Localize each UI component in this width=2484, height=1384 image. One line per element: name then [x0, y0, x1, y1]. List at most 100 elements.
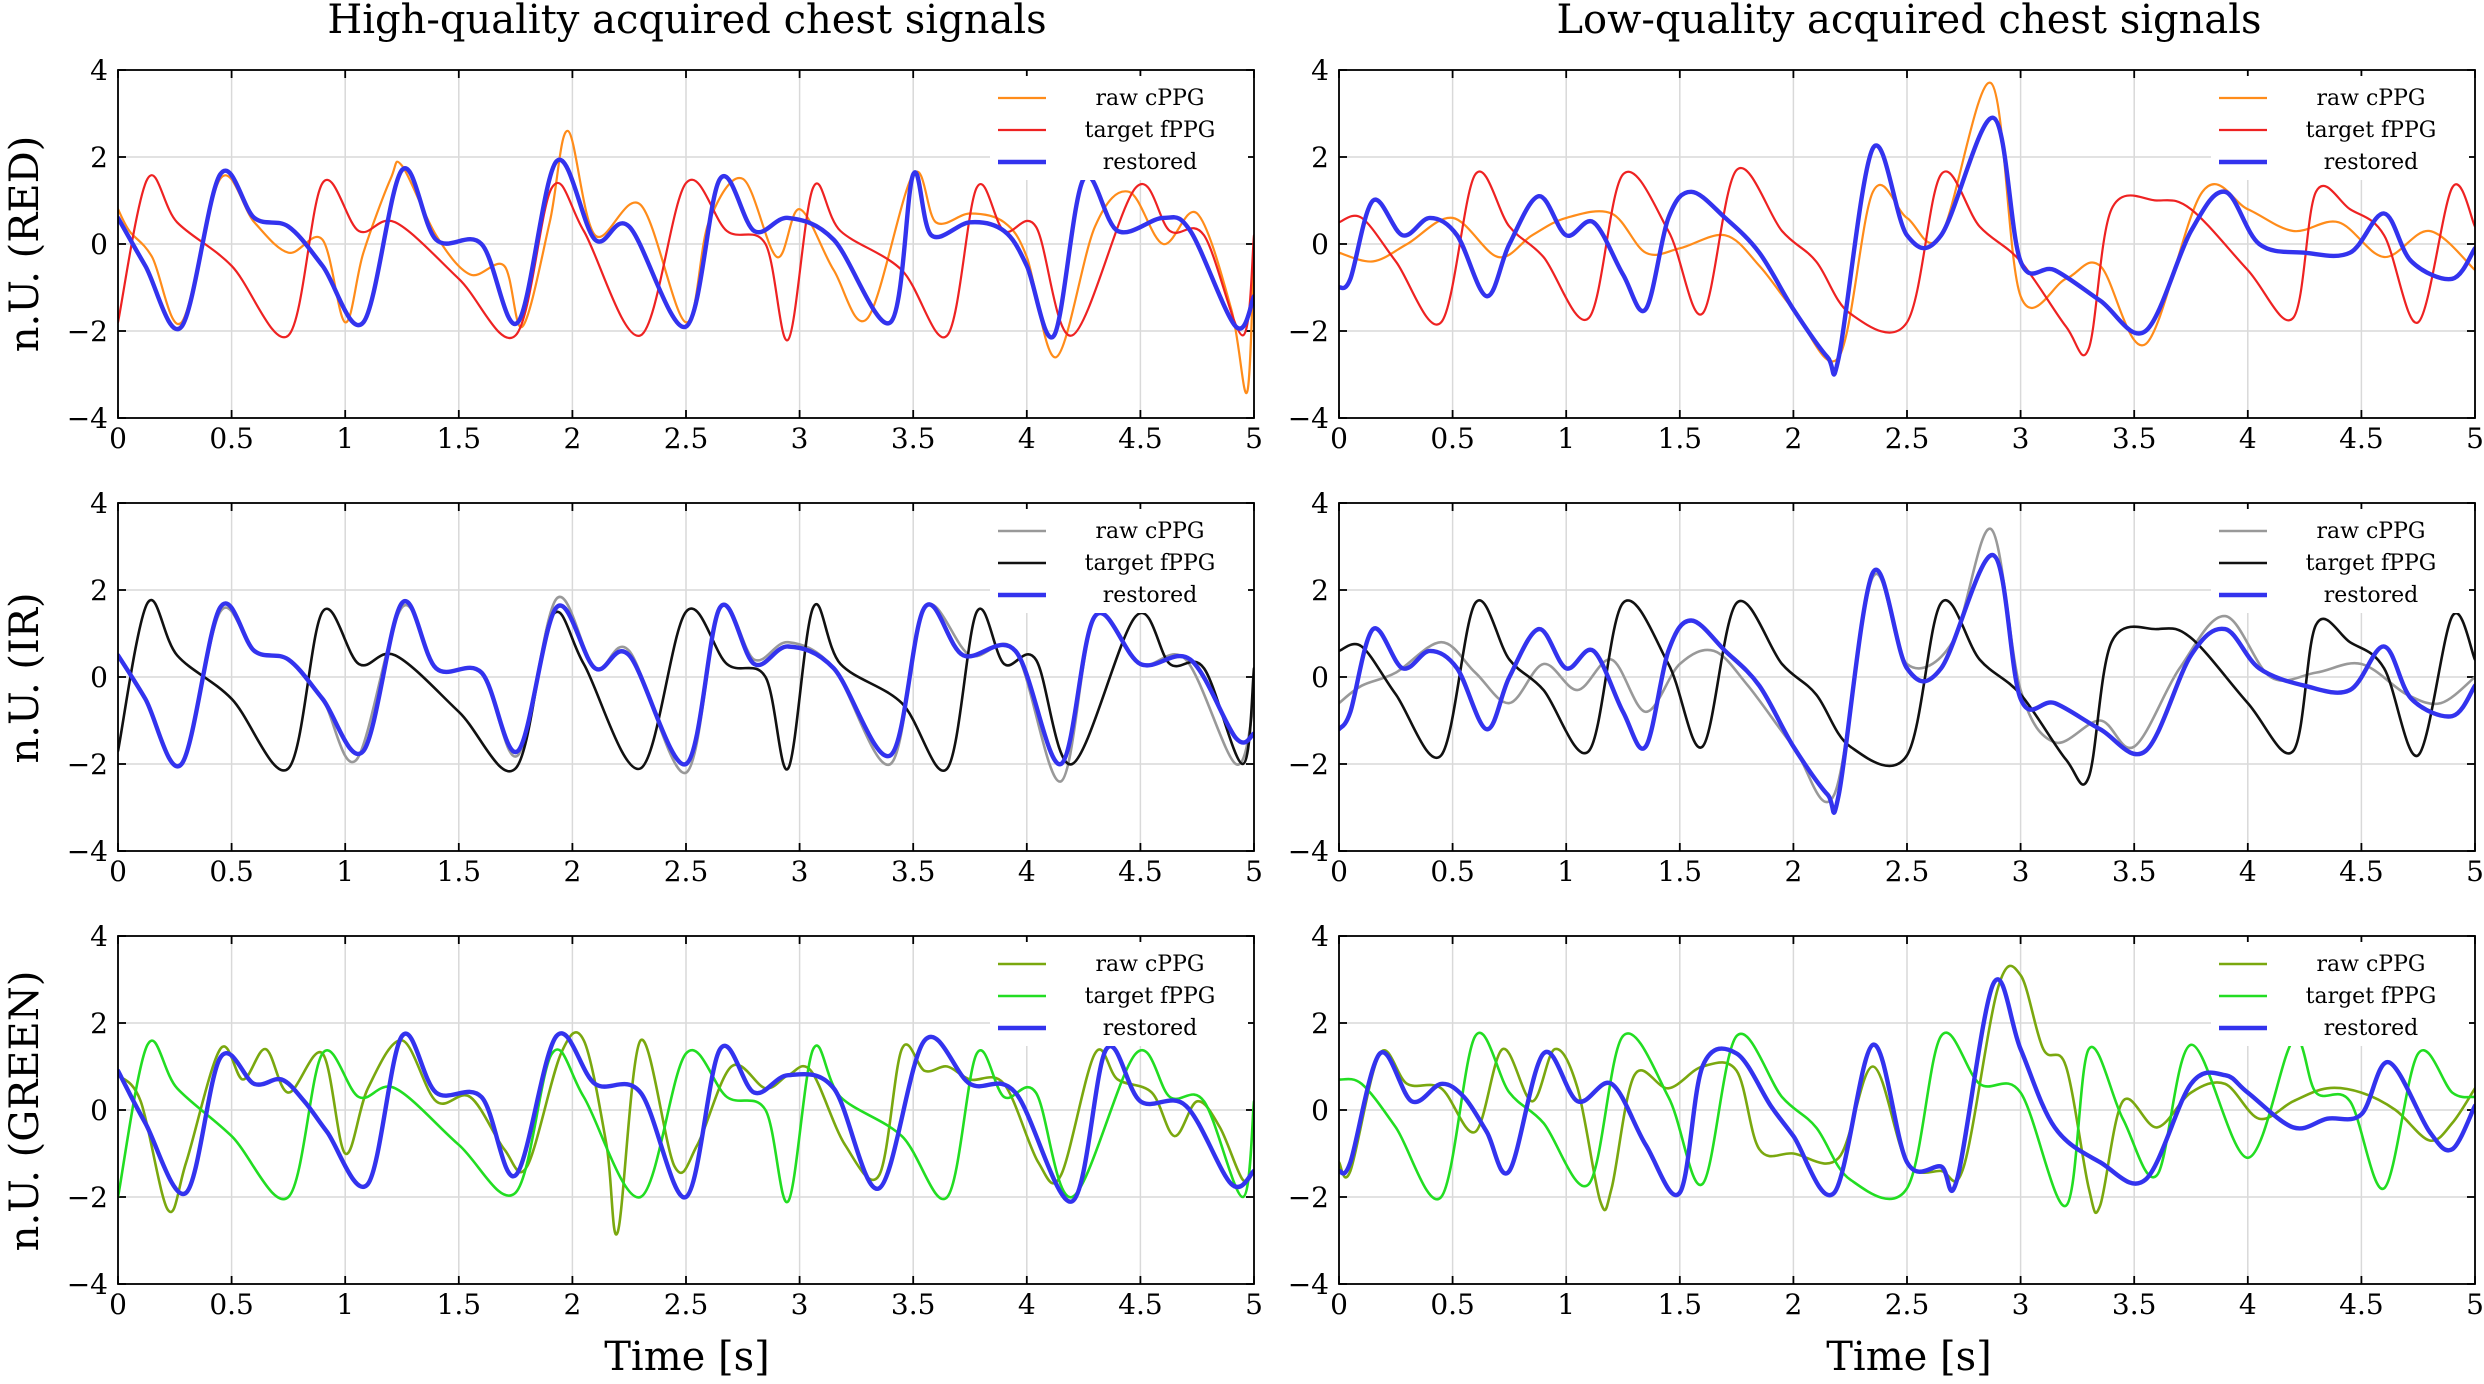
- x-tick-label: 5: [1245, 1288, 1263, 1321]
- x-tick-label: 4.5: [1118, 1288, 1163, 1321]
- x-tick-label: 5: [1245, 855, 1263, 888]
- x-tick-label: 4.5: [1118, 422, 1163, 455]
- x-tick-label: 4.5: [2339, 855, 2384, 888]
- x-tick-label: 0: [1330, 1288, 1348, 1321]
- chart-panel-high-quality-green: 0 0.5 1 1.5 2 2.5 3 3.5 4 4.5 5 −4 −2 0 2 4 raw cPPG targ…: [67, 920, 1263, 1321]
- plot-frame: [1338, 935, 2476, 1285]
- legend-label: raw cPPG: [1096, 519, 1205, 544]
- x-tick-label: 0: [109, 422, 127, 455]
- legend-label: raw cPPG: [2317, 952, 2426, 977]
- x-tick-label: 0: [1330, 422, 1348, 455]
- x-tick-label: 1: [336, 855, 354, 888]
- y-tick-label: 2: [1311, 574, 1329, 607]
- series-line-restored: [118, 598, 1254, 769]
- y-tick-label: −2: [1288, 315, 1329, 348]
- legend-label: restored: [1103, 583, 1198, 608]
- legend-label: target fPPG: [2306, 118, 2437, 143]
- y-tick-label: 0: [1311, 661, 1329, 694]
- x-tick-label: 0.5: [1430, 1288, 1475, 1321]
- legend-label: restored: [2324, 150, 2419, 175]
- column-title-high-quality: High-quality acquired chest signals: [327, 0, 1046, 43]
- x-tick-label: 1: [1557, 1288, 1575, 1321]
- x-tick-label: 2: [1784, 422, 1802, 455]
- legend: raw cPPG target fPPG restored: [990, 942, 1248, 1046]
- y-tick-label: 4: [90, 487, 108, 520]
- series-group: [1339, 81, 2475, 377]
- x-tick-label: 5: [2466, 1288, 2484, 1321]
- y-tick-label: −2: [67, 1181, 108, 1214]
- x-tick-label: 1.5: [437, 855, 482, 888]
- x-tick-label: 2: [563, 1288, 581, 1321]
- y-tick-label: −4: [1288, 402, 1329, 435]
- series-group: [1339, 964, 2475, 1214]
- legend-label: restored: [1103, 150, 1198, 175]
- x-tick-label: 0: [109, 1288, 127, 1321]
- y-tick-label: 4: [1311, 920, 1329, 953]
- x-tick-label: 1.5: [1658, 1288, 1703, 1321]
- x-tick-label: 1.5: [437, 1288, 482, 1321]
- series-line-restored: [118, 157, 1254, 340]
- y-tick-label: 2: [90, 141, 108, 174]
- x-tick-label: 3: [2012, 1288, 2030, 1321]
- x-tick-label: 1: [1557, 422, 1575, 455]
- series-line-target-fppg: [118, 598, 1254, 773]
- y-tick-label: −2: [67, 315, 108, 348]
- x-tick-label: 2.5: [664, 422, 709, 455]
- series-line-restored: [1339, 977, 2475, 1198]
- series-line-restored: [1339, 553, 2475, 815]
- x-tick-label: 5: [2466, 422, 2484, 455]
- y-tick-label: −2: [1288, 748, 1329, 781]
- chart-panel-low-quality-red: 0 0.5 1 1.5 2 2.5 3 3.5 4 4.5 5 −4 −2 0 2 4 raw cPPG targ…: [1288, 54, 2484, 455]
- y-tick-label: 4: [1311, 487, 1329, 520]
- x-tick-label: 1: [336, 422, 354, 455]
- y-tick-label: 0: [1311, 1094, 1329, 1127]
- x-tick-label: 3: [2012, 855, 2030, 888]
- series-group: [118, 129, 1254, 395]
- y-tick-label: 4: [1311, 54, 1329, 87]
- x-tick-label: 2.5: [1885, 1288, 1930, 1321]
- y-tick-label: 4: [90, 54, 108, 87]
- plot-frame: [117, 502, 1255, 852]
- series-line-target-fppg: [1339, 1031, 2475, 1208]
- y-tick-label: −2: [67, 748, 108, 781]
- x-tick-label: 2: [1784, 1288, 1802, 1321]
- y-tick-label: −4: [67, 402, 108, 435]
- x-tick-label: 3.5: [2112, 1288, 2157, 1321]
- y-tick-label: −4: [1288, 835, 1329, 868]
- legend-label: target fPPG: [1085, 118, 1216, 143]
- x-tick-label: 0: [109, 855, 127, 888]
- legend-label: restored: [2324, 583, 2419, 608]
- x-tick-label: 2: [1784, 855, 1802, 888]
- x-tick-label: 1.5: [1658, 855, 1703, 888]
- series-line-raw-cppg: [118, 1031, 1254, 1236]
- series-line-restored: [1339, 115, 2475, 377]
- x-tick-label: 4: [2239, 422, 2257, 455]
- legend: raw cPPG target fPPG restored: [990, 76, 1248, 180]
- x-tick-label: 4.5: [2339, 1288, 2384, 1321]
- plot-frame: [1338, 69, 2476, 419]
- legend: raw cPPG target fPPG restored: [2211, 76, 2469, 180]
- y-tick-label: 0: [1311, 228, 1329, 261]
- x-tick-label: 0.5: [1430, 422, 1475, 455]
- series-group: [118, 1031, 1254, 1236]
- y-tick-label: 2: [1311, 141, 1329, 174]
- plot-frame: [117, 69, 1255, 419]
- x-tick-label: 5: [2466, 855, 2484, 888]
- x-tick-label: 1: [336, 1288, 354, 1321]
- x-tick-label: 1.5: [1658, 422, 1703, 455]
- x-tick-label: 3.5: [891, 855, 936, 888]
- x-tick-label: 4: [2239, 855, 2257, 888]
- y-tick-label: −2: [1288, 1181, 1329, 1214]
- x-tick-label: 2.5: [664, 1288, 709, 1321]
- legend-label: restored: [2324, 1016, 2419, 1041]
- chart-panel-low-quality-green: 0 0.5 1 1.5 2 2.5 3 3.5 4 4.5 5 −4 −2 0 2 4 raw cPPG targ…: [1288, 920, 2484, 1321]
- plot-frame: [117, 935, 1255, 1285]
- series-line-target-fppg: [118, 174, 1254, 342]
- x-tick-label: 1.5: [437, 422, 482, 455]
- legend-label: target fPPG: [1085, 551, 1216, 576]
- legend-label: restored: [1103, 1016, 1198, 1041]
- x-tick-label: 2: [563, 422, 581, 455]
- y-tick-label: −4: [1288, 1268, 1329, 1301]
- x-tick-label: 2.5: [1885, 855, 1930, 888]
